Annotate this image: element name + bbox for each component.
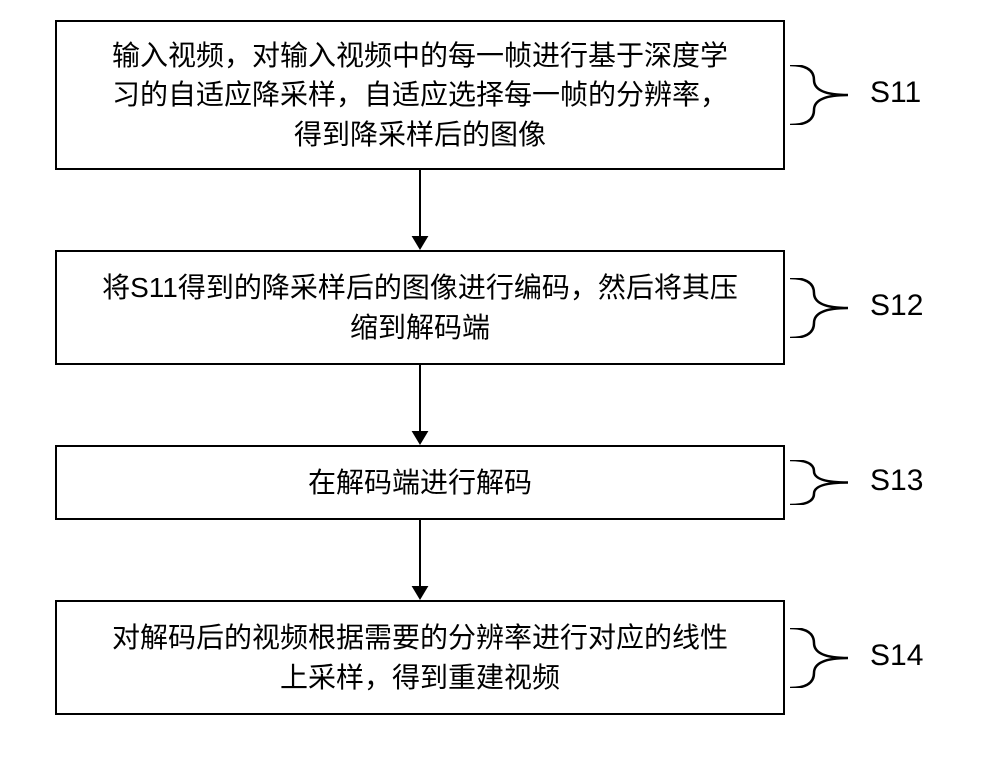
step-box-s12: 将S11得到的降采样后的图像进行编码，然后将其压 缩到解码端	[55, 250, 785, 365]
step-box-s13: 在解码端进行解码	[55, 445, 785, 520]
step-text: 在解码端进行解码	[308, 463, 532, 502]
step-label-s14: S14	[870, 639, 923, 673]
brace-icon	[790, 628, 850, 688]
arrow-down-icon	[405, 365, 435, 445]
step-label-s12: S12	[870, 289, 923, 323]
brace-icon	[790, 65, 850, 125]
arrow-down-icon	[405, 520, 435, 600]
arrow-down-icon	[405, 170, 435, 250]
brace-icon	[790, 460, 850, 505]
step-box-s11: 输入视频，对输入视频中的每一帧进行基于深度学 习的自适应降采样，自适应选择每一帧…	[55, 20, 785, 170]
step-label-s11: S11	[870, 76, 921, 110]
step-text: 对解码后的视频根据需要的分辨率进行对应的线性 上采样，得到重建视频	[112, 618, 728, 696]
step-text: 将S11得到的降采样后的图像进行编码，然后将其压 缩到解码端	[102, 268, 738, 346]
step-text: 输入视频，对输入视频中的每一帧进行基于深度学 习的自适应降采样，自适应选择每一帧…	[112, 36, 728, 154]
brace-icon	[790, 278, 850, 338]
flowchart-canvas: 输入视频，对输入视频中的每一帧进行基于深度学 习的自适应降采样，自适应选择每一帧…	[0, 0, 1000, 773]
step-label-s13: S13	[870, 464, 923, 498]
step-box-s14: 对解码后的视频根据需要的分辨率进行对应的线性 上采样，得到重建视频	[55, 600, 785, 715]
